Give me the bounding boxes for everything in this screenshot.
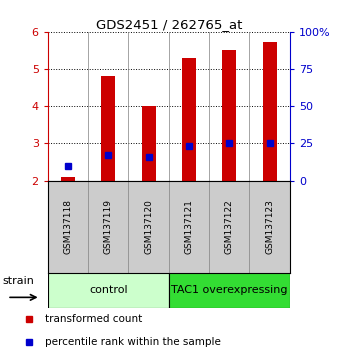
Text: GSM137122: GSM137122	[225, 199, 234, 254]
Bar	[182, 58, 196, 181]
Bar	[48, 273, 169, 308]
Text: GSM137123: GSM137123	[265, 199, 274, 254]
Bar	[101, 76, 115, 181]
Text: transformed count: transformed count	[45, 314, 142, 325]
Title: GDS2451 / 262765_at: GDS2451 / 262765_at	[95, 18, 242, 31]
Text: percentile rank within the sample: percentile rank within the sample	[45, 337, 221, 348]
Text: control: control	[89, 285, 128, 295]
Text: GSM137121: GSM137121	[184, 199, 193, 254]
Bar	[222, 50, 236, 181]
Text: TAC1 overexpressing: TAC1 overexpressing	[171, 285, 287, 295]
Text: GSM137120: GSM137120	[144, 199, 153, 254]
Bar	[169, 273, 290, 308]
Bar	[61, 177, 75, 181]
Bar	[263, 42, 277, 181]
Bar	[142, 106, 156, 181]
Text: GSM137119: GSM137119	[104, 199, 113, 254]
Text: GSM137118: GSM137118	[63, 199, 72, 254]
Text: strain: strain	[2, 276, 34, 286]
